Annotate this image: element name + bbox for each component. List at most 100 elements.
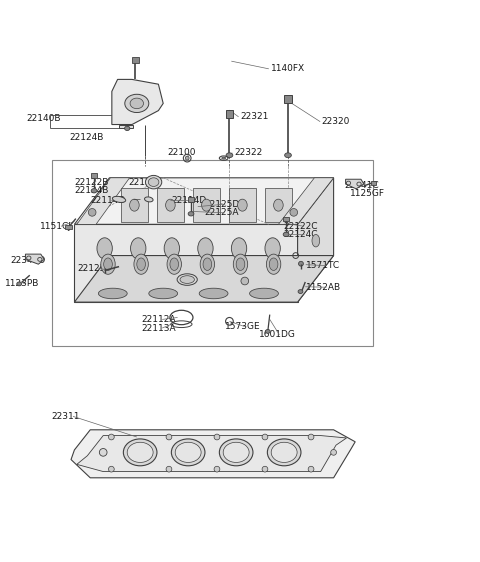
Ellipse shape [144,197,153,202]
Ellipse shape [308,466,314,472]
Ellipse shape [198,238,213,259]
Ellipse shape [214,434,220,440]
Ellipse shape [180,276,194,283]
Ellipse shape [269,258,278,270]
Ellipse shape [265,238,280,259]
Ellipse shape [274,199,283,211]
Ellipse shape [123,439,157,466]
Ellipse shape [170,258,179,270]
Ellipse shape [166,434,172,440]
Text: 1601DG: 1601DG [259,330,296,339]
Ellipse shape [262,434,268,440]
Ellipse shape [298,289,303,293]
Bar [65,225,72,229]
Polygon shape [77,436,347,472]
Polygon shape [71,430,355,478]
Ellipse shape [125,126,130,130]
Ellipse shape [236,258,245,270]
Ellipse shape [188,212,194,216]
Ellipse shape [199,288,228,299]
Bar [52,160,373,346]
Ellipse shape [108,434,114,440]
Ellipse shape [203,258,212,270]
Ellipse shape [223,442,249,463]
Ellipse shape [167,254,181,274]
Text: 22100: 22100 [167,148,195,157]
Text: 22341C: 22341C [345,180,379,189]
Polygon shape [77,178,130,224]
Bar [91,173,97,178]
Ellipse shape [130,199,139,211]
Ellipse shape [226,153,233,157]
Ellipse shape [101,254,115,274]
Ellipse shape [99,448,107,456]
Ellipse shape [164,238,180,259]
Text: 22122B: 22122B [74,178,109,187]
Ellipse shape [125,94,149,112]
Ellipse shape [88,209,96,216]
Ellipse shape [130,98,144,108]
Ellipse shape [202,199,211,211]
Ellipse shape [112,196,126,202]
Ellipse shape [185,156,189,160]
Ellipse shape [308,434,314,440]
Bar [284,95,292,103]
Ellipse shape [250,288,278,299]
Text: 22322: 22322 [234,148,263,157]
Ellipse shape [331,450,336,455]
Ellipse shape [177,274,197,285]
Text: 22125C: 22125C [78,264,112,273]
Text: 22140B: 22140B [26,114,61,123]
Ellipse shape [262,466,268,472]
Ellipse shape [290,209,298,216]
Ellipse shape [137,258,145,270]
Text: 22311: 22311 [52,412,80,421]
Text: 22125D: 22125D [204,200,239,209]
Polygon shape [25,254,44,264]
Ellipse shape [231,238,247,259]
Ellipse shape [127,442,153,463]
Ellipse shape [312,234,320,247]
Ellipse shape [108,466,114,472]
Ellipse shape [267,439,301,466]
Text: 22341D: 22341D [11,256,46,265]
Ellipse shape [266,254,281,274]
Ellipse shape [134,254,148,274]
Text: 22124B: 22124B [74,186,109,195]
Polygon shape [112,79,163,125]
Bar [188,197,194,202]
Text: 22114D: 22114D [172,196,207,205]
Ellipse shape [299,261,303,266]
Bar [121,188,148,222]
Ellipse shape [219,439,253,466]
Ellipse shape [149,288,178,299]
Text: 22122C: 22122C [283,222,318,231]
Text: 22125A: 22125A [204,209,239,217]
Ellipse shape [166,466,172,472]
Polygon shape [119,125,133,128]
Polygon shape [278,178,334,224]
Polygon shape [74,178,334,224]
Bar [229,188,256,222]
Bar [283,217,289,221]
Text: 1151CJ: 1151CJ [40,222,72,231]
Bar [193,188,220,222]
Ellipse shape [265,329,270,333]
Ellipse shape [97,238,112,259]
Ellipse shape [104,258,112,270]
Bar [157,188,184,222]
Text: 22112A: 22112A [142,315,176,324]
Bar [226,110,233,118]
Polygon shape [74,224,298,302]
Ellipse shape [233,254,248,274]
Bar [132,57,139,63]
Polygon shape [74,256,334,302]
Ellipse shape [166,199,175,211]
Ellipse shape [98,288,127,299]
Polygon shape [346,179,364,189]
Ellipse shape [145,175,162,189]
Bar [265,188,292,222]
Text: 22320: 22320 [322,117,350,126]
Ellipse shape [241,277,249,285]
Text: 22113A: 22113A [142,324,176,333]
